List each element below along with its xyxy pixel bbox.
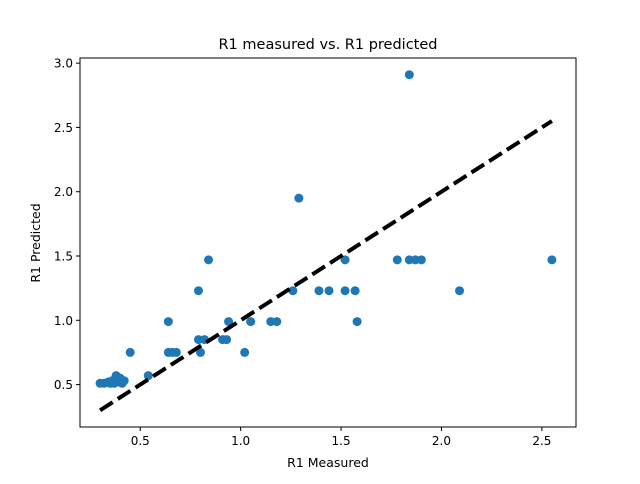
data-point: [119, 376, 129, 386]
y-tick-label: 1.5: [54, 250, 73, 264]
data-point: [404, 70, 414, 80]
data-point: [125, 347, 135, 357]
data-point: [195, 347, 205, 357]
x-tick-label: 0.5: [131, 434, 150, 448]
data-point: [547, 255, 557, 265]
y-axis: 0.5 1.0 1.5 2.0 2.5 3.0: [54, 57, 80, 392]
data-point: [171, 347, 181, 357]
plot-content: [95, 70, 557, 412]
x-tick-label: 2.5: [532, 434, 551, 448]
data-point: [288, 286, 298, 296]
x-tick-label: 1.5: [332, 434, 351, 448]
data-point: [204, 255, 214, 265]
x-axis-label: R1 Measured: [287, 455, 369, 470]
plot-frame: [79, 57, 577, 428]
data-point: [224, 317, 234, 327]
reference-line: [99, 119, 553, 412]
y-tick-label: 2.0: [54, 185, 73, 199]
data-point: [340, 286, 350, 296]
y-axis-label: R1 Predicted: [28, 203, 43, 282]
data-point: [163, 317, 173, 327]
data-point: [272, 317, 282, 327]
y-tick-label: 2.5: [54, 121, 73, 135]
data-point: [340, 255, 350, 265]
x-tick-label: 1.0: [231, 434, 250, 448]
data-point: [350, 286, 360, 296]
y-tick-label: 3.0: [54, 57, 73, 71]
data-point: [294, 193, 304, 203]
y-tick-label: 0.5: [54, 378, 73, 392]
data-point: [240, 347, 250, 357]
data-point: [416, 255, 426, 265]
data-point: [352, 317, 362, 327]
data-point: [193, 286, 203, 296]
data-point: [222, 335, 232, 345]
data-point: [324, 286, 334, 296]
x-axis: 0.5 1.0 1.5 2.0 2.5: [131, 427, 551, 448]
data-point: [143, 371, 153, 381]
data-point: [455, 286, 465, 296]
y-tick-label: 1.0: [54, 314, 73, 328]
data-point: [246, 317, 256, 327]
chart-title: R1 measured vs. R1 predicted: [218, 37, 437, 53]
x-tick-label: 2.0: [432, 434, 451, 448]
data-point: [314, 286, 324, 296]
data-point: [392, 255, 402, 265]
